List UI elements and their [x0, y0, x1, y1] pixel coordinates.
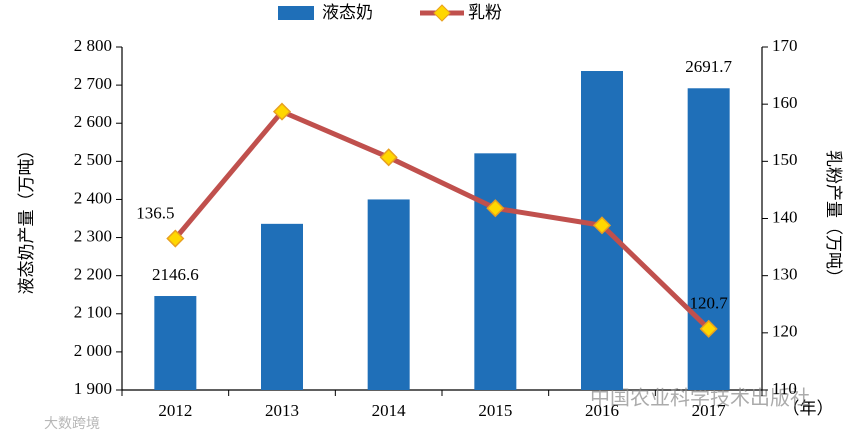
- y-axis-title: 液态奶产量（万吨）: [17, 142, 36, 295]
- y2-tick-label: 110: [772, 379, 797, 398]
- x-tick-label: 2012: [158, 401, 192, 420]
- bar: [261, 223, 303, 390]
- line: [173, 108, 711, 331]
- y-tick-label: 2 800: [74, 36, 112, 55]
- bar: [474, 153, 517, 390]
- y-tick-label: 2 200: [74, 265, 112, 284]
- y-tick-label: 1 900: [74, 379, 112, 398]
- y-tick-label: 2 600: [74, 112, 112, 131]
- y2-tick-label: 120: [772, 322, 798, 341]
- y-tick-label: 2 400: [74, 188, 112, 207]
- data-label: 2146.6: [152, 265, 199, 284]
- y2-tick-label: 160: [772, 93, 798, 112]
- bar: [687, 88, 730, 391]
- x-tick-label: 2015: [478, 401, 512, 420]
- data-label: 120.7: [690, 294, 729, 313]
- y2-tick-label: 150: [772, 150, 798, 169]
- bar: [154, 296, 197, 390]
- bar: [367, 199, 410, 390]
- marker: [592, 216, 612, 235]
- x-tick-label: 2016: [585, 401, 619, 420]
- marker: [486, 199, 505, 218]
- data-label: 136.5: [136, 203, 174, 222]
- legend-label: 液态奶: [322, 3, 373, 22]
- y2-tick-label: 140: [772, 207, 798, 226]
- legend-swatch: [278, 6, 314, 20]
- x-tick-label: 2013: [265, 401, 299, 420]
- watermark: 大数跨境: [44, 416, 100, 432]
- marker: [699, 319, 718, 338]
- y2-axis-title: 乳粉产量（万吨）: [824, 150, 843, 286]
- watermark: 中国农业科学技术出版社: [590, 387, 810, 410]
- marker: [166, 229, 185, 248]
- x-unit: （年）: [783, 399, 834, 418]
- y-tick-label: 2 300: [74, 226, 112, 245]
- y2-tick-label: 170: [772, 36, 798, 55]
- y-tick-label: 2 500: [74, 150, 112, 169]
- x-tick-label: 2017: [692, 401, 727, 420]
- x-tick-label: 2014: [372, 401, 407, 420]
- data-label: 2691.7: [685, 57, 732, 76]
- y-tick-label: 2 700: [74, 74, 112, 93]
- y-tick-label: 2 100: [74, 303, 112, 322]
- legend-marker: [433, 4, 451, 22]
- y-tick-label: 2 000: [74, 341, 112, 360]
- marker: [379, 148, 398, 167]
- marker: [272, 102, 292, 121]
- legend-label: 乳粉: [468, 3, 502, 22]
- y2-tick-label: 130: [772, 265, 798, 284]
